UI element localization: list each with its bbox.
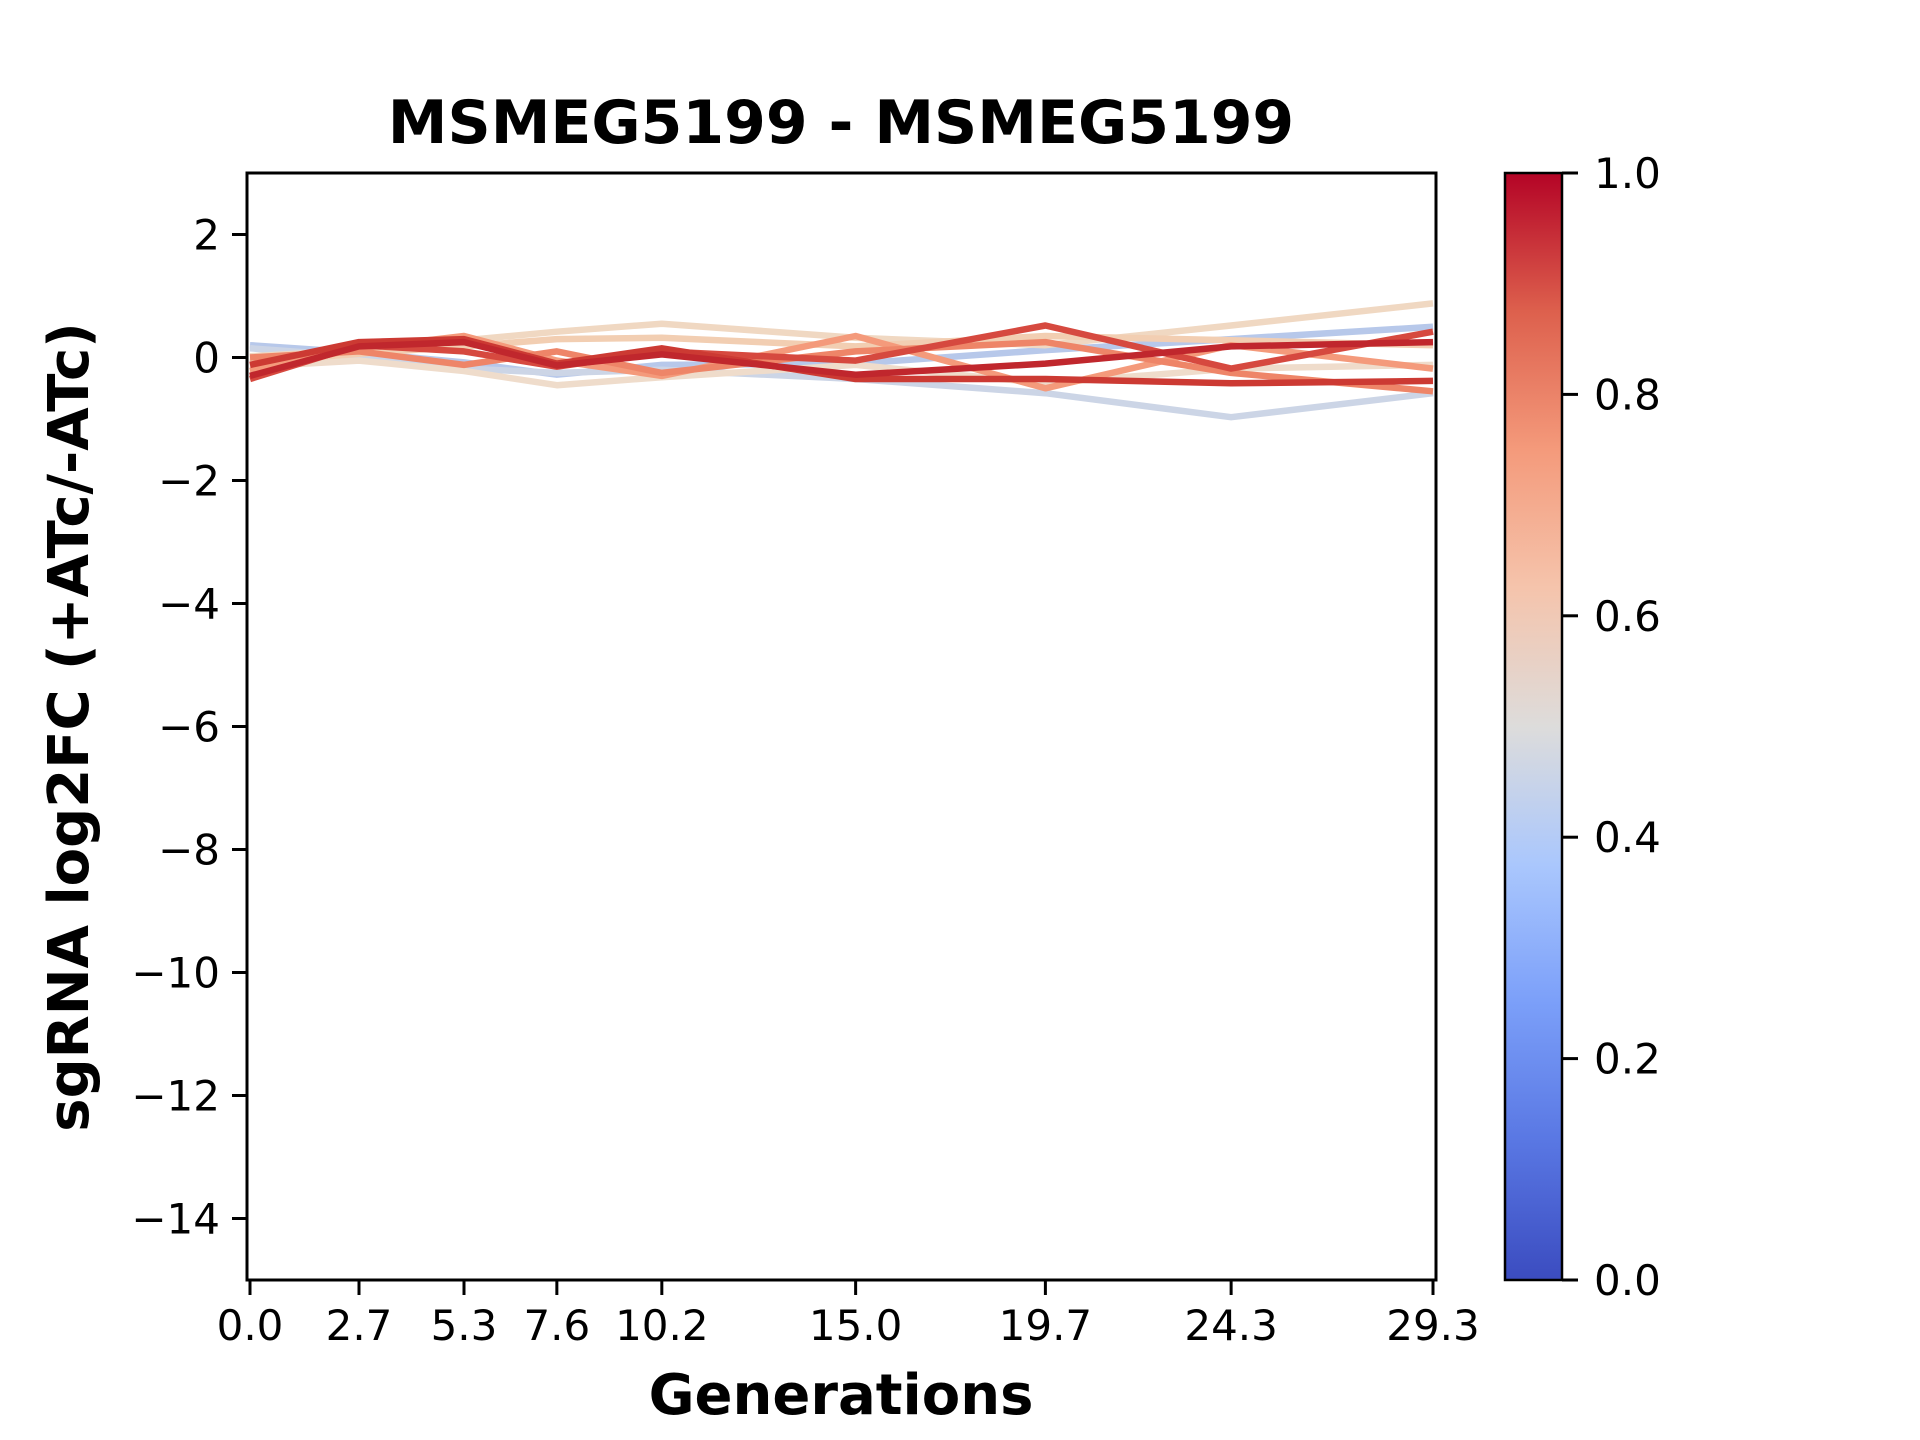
y-tick-label: 0 (193, 334, 220, 383)
y-tick-label: −8 (158, 826, 220, 875)
x-tick-label: 10.2 (615, 1301, 709, 1350)
series-line-sgrna-9 (249, 335, 1434, 387)
y-axis: 2 0 −2 −4 −6 −8 −10 −12 −14 (131, 211, 247, 1244)
colorbar-tick-label: 0.8 (1594, 370, 1661, 419)
x-tick-label: 7.6 (523, 1301, 590, 1350)
y-axis-label: sgRNA log2FC (+ATc/-ATc) (37, 322, 102, 1132)
x-tick-label: 24.3 (1184, 1301, 1278, 1350)
x-tick-label: 0.0 (217, 1301, 284, 1350)
series-line-sgrna-5 (249, 332, 1434, 366)
x-tick-label: 2.7 (326, 1301, 393, 1350)
y-tick-label: −10 (131, 949, 220, 998)
x-axis-label: Generations (649, 1363, 1034, 1428)
y-tick-label: −2 (158, 457, 220, 506)
colorbar-tick-label: 0.6 (1594, 592, 1661, 641)
y-tick-label: −4 (158, 580, 220, 629)
colorbar-ticks: 1.0 0.8 0.6 0.4 0.2 0.0 (1562, 149, 1661, 1305)
colorbar-tick-label: 0.2 (1594, 1035, 1661, 1084)
y-tick-label: −14 (131, 1195, 220, 1244)
series-lines (249, 300, 1434, 421)
x-tick-label: 15.0 (809, 1301, 903, 1350)
colorbar-tick-label: 0.0 (1594, 1256, 1661, 1305)
series-line-sgrna-10 (249, 338, 1434, 380)
colorbar-tick-label: 0.4 (1594, 813, 1661, 862)
x-tick-label: 19.7 (999, 1301, 1093, 1350)
colorbar (1503, 171, 1564, 1282)
x-tick-label: 29.3 (1386, 1301, 1480, 1350)
y-tick-label: −12 (131, 1072, 220, 1121)
x-tick-label: 5.3 (431, 1301, 498, 1350)
series-line-sgrna-7 (249, 338, 1434, 395)
x-axis: 0.0 2.7 5.3 7.6 10.2 15.0 19.7 24.3 29.3 (217, 1280, 1480, 1350)
y-tick-label: 2 (193, 211, 220, 260)
chart-title: MSMEG5199 - MSMEG5199 (388, 88, 1294, 158)
y-tick-label: −6 (158, 703, 220, 752)
colorbar-tick-label: 1.0 (1594, 149, 1661, 198)
